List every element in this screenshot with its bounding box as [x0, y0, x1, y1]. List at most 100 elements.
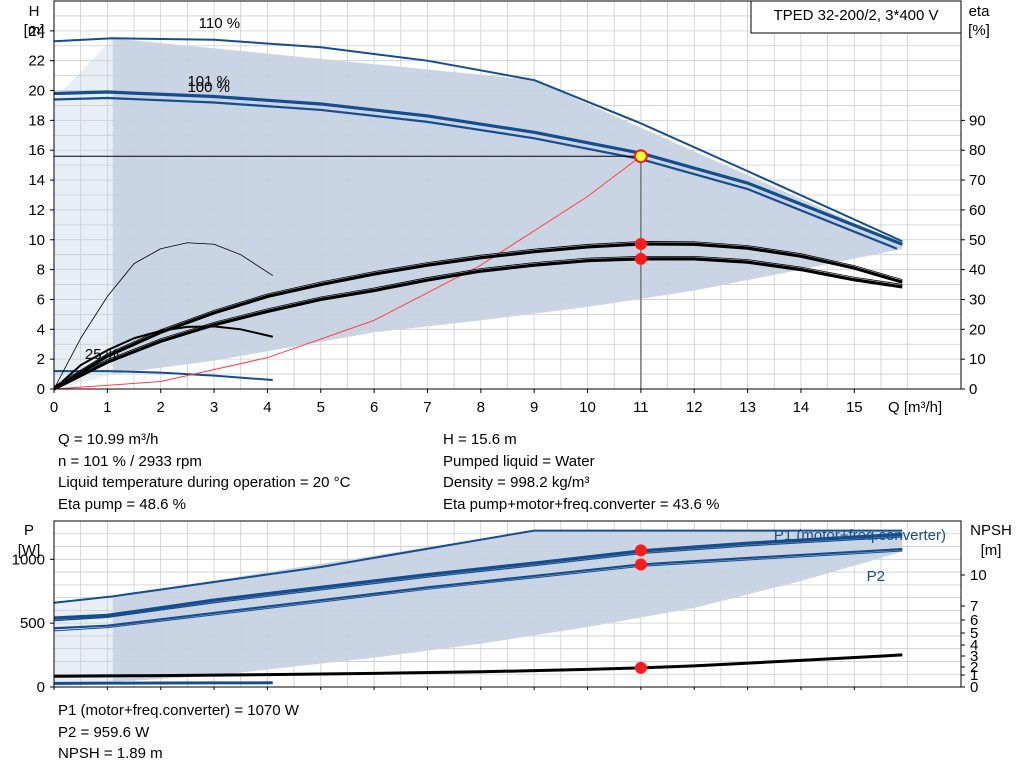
speed-label: 100 %	[187, 79, 230, 96]
info-top-left: Q = 10.99 m³/h n = 101 % / 2933 rpm Liqu…	[58, 429, 350, 515]
right-tick-label: 40	[969, 262, 986, 279]
top-plot-frame	[53, 0, 962, 390]
x-tick-label: 1	[103, 399, 111, 416]
series-p-25	[53, 681, 273, 685]
right-tick-label: 50	[969, 232, 986, 249]
series-p2-100	[53, 550, 903, 632]
info-p1: P1 (motor+freq.converter) = 1070 W	[58, 702, 299, 719]
left-tick-label: 16	[28, 142, 45, 159]
x-tick-label: 15	[846, 399, 863, 416]
series-p1-100	[53, 536, 903, 622]
operating-point-eta-total	[634, 252, 647, 265]
series-110	[53, 37, 903, 243]
speed-label: 25 %	[85, 346, 119, 363]
x-tick-label: 14	[793, 399, 810, 416]
x-tick-label: 0	[50, 399, 58, 416]
x-tick-label: 9	[530, 399, 538, 416]
info-top-right: H = 15.6 m Pumped liquid = Water Density…	[443, 429, 719, 515]
right-tick-label: 10	[970, 567, 987, 584]
right-tick-label: 10	[969, 351, 986, 368]
x-tick-label: 5	[317, 399, 325, 416]
info-liquid-temperature: Liquid temperature during operation = 20…	[58, 474, 351, 491]
left-tick-label: 8	[37, 262, 45, 279]
right-tick-label: 80	[969, 142, 986, 159]
series-eta-pump-motor-freq-converter	[53, 257, 903, 391]
x-tick-label: 7	[423, 399, 431, 416]
title-box	[750, 0, 962, 34]
left-tick-label: 1000	[12, 551, 45, 568]
info-npsh: NPSH = 1.89 m	[58, 745, 163, 762]
right-tick-label: 3	[970, 648, 978, 665]
right-tick-label: 90	[969, 112, 986, 129]
x-tick-label: 6	[370, 399, 378, 416]
info-pumped-liquid: Pumped liquid = Water	[443, 452, 595, 470]
right-tick-label: 7	[970, 598, 978, 615]
right-tick-label: 70	[969, 172, 986, 189]
right-tick-label: 0	[970, 679, 978, 696]
info-eta-pump: Eta pump = 48.6 %	[58, 495, 186, 513]
x-tick-label: 8	[477, 399, 485, 416]
left-tick-label: 500	[20, 615, 45, 632]
left-tick-label: 24	[28, 23, 45, 40]
x-tick-label: 3	[210, 399, 218, 416]
operating-point-eta-pump	[634, 237, 647, 250]
top-low-flow-area	[54, 38, 113, 390]
left-tick-label: 2	[37, 351, 45, 368]
left-axis-label: P	[24, 522, 34, 539]
x-axis-label: Q [m³/h]	[888, 399, 942, 416]
x-tick-label: 12	[686, 399, 703, 416]
left-tick-label: 0	[37, 679, 45, 696]
series-system-curve	[53, 155, 642, 390]
right-tick-label: 5	[970, 625, 978, 642]
series-eta-25	[53, 325, 273, 390]
info-p2: P2 = 959.6 W	[58, 723, 150, 741]
left-tick-label: 12	[28, 202, 45, 219]
series-npsh	[53, 653, 903, 678]
x-tick-label: 10	[579, 399, 596, 416]
series-eta-pump-motor-freq-converter-band	[53, 255, 903, 387]
left-axis-unit: [m]	[24, 22, 45, 39]
left-axis-unit: [W]	[18, 542, 41, 559]
series-eta-110-low-flow	[53, 242, 273, 390]
series-100	[53, 96, 898, 250]
legend-p1: P1 (motor+freq.converter)	[774, 527, 946, 544]
operating-point-p1	[634, 544, 647, 557]
x-tick-label: 2	[157, 399, 165, 416]
left-tick-label: 6	[37, 291, 45, 308]
info-head: H = 15.6 m	[443, 431, 517, 448]
right-tick-label: 2	[970, 659, 978, 676]
x-tick-label: 13	[739, 399, 756, 416]
speed-label: 110 %	[199, 15, 240, 32]
left-tick-label: 22	[28, 53, 45, 70]
info-bottom: P1 (motor+freq.converter) = 1070 W P2 = …	[58, 700, 299, 765]
info-eta-total: Eta pump+motor+freq.converter = 43.6 %	[443, 495, 720, 513]
series-eta-pump	[53, 242, 903, 391]
series-eta-pump-band	[53, 241, 903, 387]
right-tick-label: 30	[969, 291, 986, 308]
series-101	[53, 90, 903, 246]
series-p1-110	[53, 529, 903, 604]
info-speed: n = 101 % / 2933 rpm	[58, 452, 202, 470]
speed-label: 101 %	[187, 73, 230, 90]
bottom-low-flow-area	[54, 596, 113, 687]
legend-p2: P2	[867, 568, 885, 585]
info-density: Density = 998.2 kg/m³	[443, 474, 590, 491]
right-tick-label: 6	[970, 612, 978, 629]
left-tick-label: 14	[28, 172, 45, 189]
left-tick-label: 18	[28, 112, 45, 129]
series-p2-101	[53, 547, 903, 630]
chart-title: TPED 32-200/2, 3*400 V	[773, 7, 938, 24]
operating-point-head	[633, 149, 648, 164]
bottom-plot-frame	[53, 520, 962, 688]
right-tick-label: 0	[969, 381, 977, 398]
left-tick-label: 0	[37, 381, 45, 398]
info-flow: Q = 10.99 m³/h	[58, 431, 159, 448]
right-tick-label: 20	[969, 321, 986, 338]
right-axis-label: NPSH	[970, 522, 1012, 539]
right-tick-label: 1	[970, 667, 978, 684]
operating-point-npsh	[634, 661, 647, 674]
left-tick-label: 4	[37, 321, 45, 338]
x-tick-label: 4	[263, 399, 271, 416]
